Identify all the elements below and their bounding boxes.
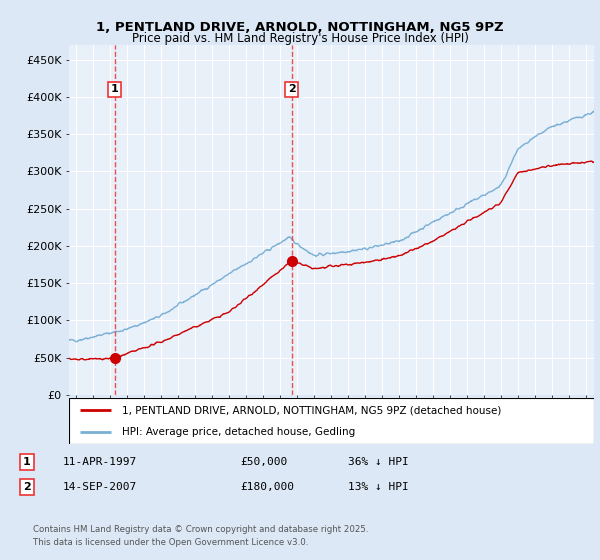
Text: 13% ↓ HPI: 13% ↓ HPI — [348, 482, 409, 492]
Text: 2: 2 — [23, 482, 31, 492]
Text: 1: 1 — [110, 85, 118, 95]
Text: 36% ↓ HPI: 36% ↓ HPI — [348, 457, 409, 467]
Text: £180,000: £180,000 — [240, 482, 294, 492]
FancyBboxPatch shape — [69, 398, 594, 444]
Text: Price paid vs. HM Land Registry's House Price Index (HPI): Price paid vs. HM Land Registry's House … — [131, 32, 469, 45]
Text: 11-APR-1997: 11-APR-1997 — [63, 457, 137, 467]
Text: Contains HM Land Registry data © Crown copyright and database right 2025.
This d: Contains HM Land Registry data © Crown c… — [33, 525, 368, 547]
Text: £50,000: £50,000 — [240, 457, 287, 467]
Text: 14-SEP-2007: 14-SEP-2007 — [63, 482, 137, 492]
Text: 2: 2 — [288, 85, 296, 95]
Text: HPI: Average price, detached house, Gedling: HPI: Average price, detached house, Gedl… — [121, 427, 355, 437]
Text: 1: 1 — [23, 457, 31, 467]
Text: 1, PENTLAND DRIVE, ARNOLD, NOTTINGHAM, NG5 9PZ: 1, PENTLAND DRIVE, ARNOLD, NOTTINGHAM, N… — [96, 21, 504, 34]
Text: 1, PENTLAND DRIVE, ARNOLD, NOTTINGHAM, NG5 9PZ (detached house): 1, PENTLAND DRIVE, ARNOLD, NOTTINGHAM, N… — [121, 405, 501, 416]
